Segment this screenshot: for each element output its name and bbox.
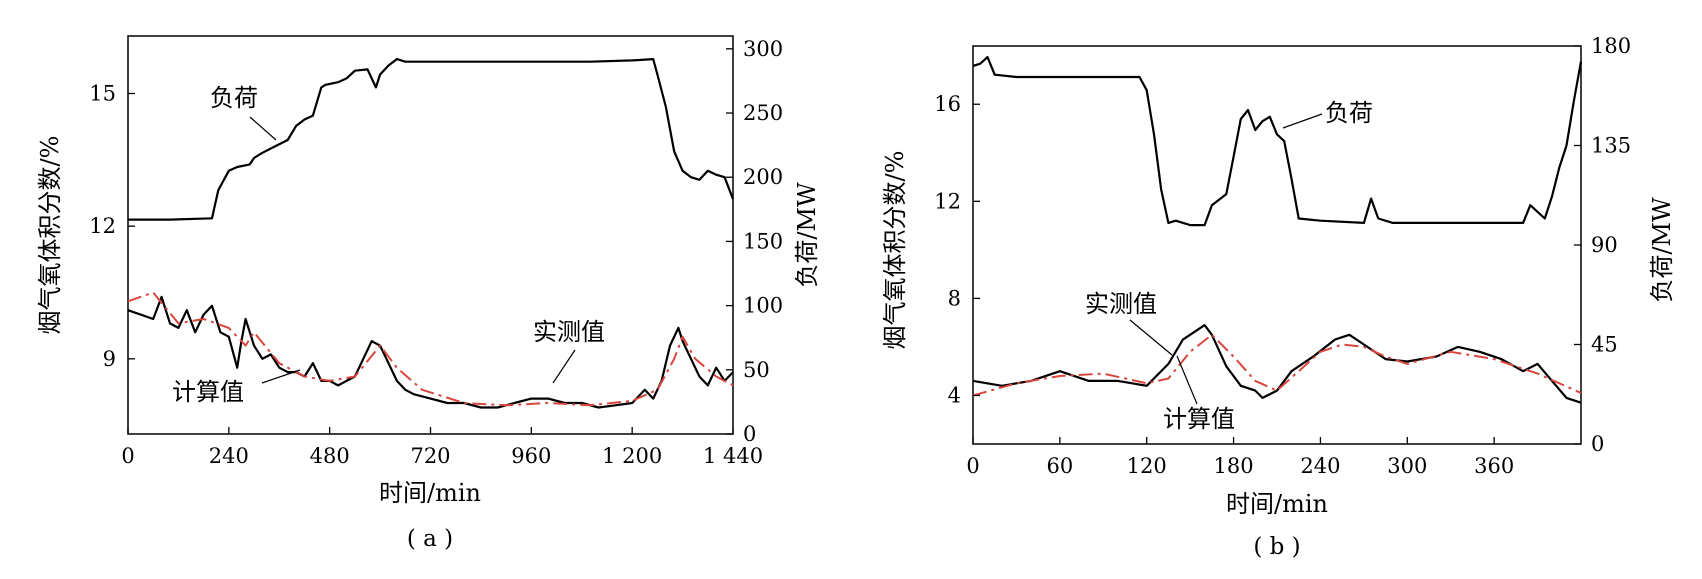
y-tick-label: 12 (934, 189, 961, 213)
x-tick-label: 720 (410, 444, 450, 468)
annotation-measured-leader-a (552, 349, 576, 384)
annotations-a: 负荷 实测值 计算值 (172, 84, 605, 406)
annotation-load-a: 负荷 (210, 84, 258, 112)
x-tick-label: 180 (1214, 454, 1254, 478)
x-axis-label-b: 时间/min (1226, 490, 1328, 518)
series-line-a-2 (127, 295, 734, 409)
x-tick-label: 60 (1046, 454, 1073, 478)
y-tick-label: 8 (948, 286, 961, 310)
series-line-a-1 (128, 58, 735, 221)
x-tick-label: 240 (209, 444, 249, 468)
x-tick-label: 1 440 (703, 444, 763, 468)
y-tick-label: 12 (89, 214, 116, 238)
annotation-calculated-leader-b (1176, 355, 1198, 405)
y2-tick-label: 200 (743, 165, 783, 189)
x-tick-label: 360 (1474, 454, 1514, 478)
y2-tick-label: 45 (1591, 333, 1618, 357)
series-layer-b (972, 56, 1583, 404)
y-tick-label: 4 (948, 383, 961, 407)
annotation-calculated-leader-a (261, 369, 301, 384)
series-line-a-3 (127, 291, 734, 407)
series-line-b-3 (972, 333, 1582, 397)
x-tick-label: 480 (310, 444, 350, 468)
y2-tick-label: 90 (1591, 233, 1618, 257)
annotation-load-b: 负荷 (1325, 99, 1373, 127)
x-tick-label: 300 (1387, 454, 1427, 478)
y2-tick-label: 0 (1591, 432, 1604, 456)
x-tick-label: 1 200 (602, 444, 662, 468)
y2-axis-label-b: 负荷/MW (1648, 197, 1676, 303)
x-tick-label: 0 (966, 454, 979, 478)
y-tick-label: 9 (103, 347, 116, 371)
y2-tick-label: 180 (1591, 34, 1631, 58)
tick-layer-a: 0 240 480 720 960 1 200 1 44091215050100150200… (89, 37, 783, 468)
y2-axis-label-a: 负荷/MW (793, 182, 821, 288)
y-axis-label-a: 烟气氧体积分数/% (36, 136, 64, 335)
annotation-measured-a: 实测值 (533, 318, 605, 346)
annotation-calculated-b: 计算值 (1163, 405, 1235, 433)
series-line-b-2 (972, 324, 1582, 404)
y2-tick-label: 300 (743, 37, 783, 61)
caption-b: ( b ) (1253, 534, 1300, 560)
annotation-measured-leader-b (1129, 319, 1173, 356)
y2-tick-label: 50 (743, 358, 770, 382)
series-line-b-1 (972, 56, 1583, 227)
x-tick-label: 120 (1127, 454, 1167, 478)
x-tick-label: 960 (511, 444, 551, 468)
chart-panel-b: 0 60 120 180 240 300 360 4 8 12 16 0 45 90 135 180 负荷 实… (881, 34, 1676, 560)
y-tick-label: 15 (89, 81, 116, 105)
x-tick-label: 240 (1300, 454, 1340, 478)
y2-tick-label: 135 (1591, 134, 1631, 158)
x-tick-label: 0 (121, 444, 134, 468)
x-axis-label-a: 时间/min (379, 479, 481, 507)
y2-tick-label: 100 (743, 294, 783, 318)
series-layer-a (127, 58, 735, 409)
plot-frame-b (972, 45, 1582, 445)
chart-panel-a: 0 240 480 720 960 1 200 1 44091215050100150200… (36, 35, 821, 552)
y2-tick-label: 0 (743, 422, 756, 446)
annotation-calculated-a: 计算值 (172, 378, 244, 406)
annotations-b: 负荷 实测值 计算值 (1085, 99, 1373, 433)
y2-tick-label: 250 (743, 101, 783, 125)
y-axis-label-b: 烟气氧体积分数/% (881, 151, 909, 350)
tick-layer-b: 0 60 120 180 240 300 360 4 8 12 16 0 45 90 135 180 (934, 34, 1631, 478)
caption-a: ( a ) (407, 526, 453, 552)
annotation-load-leader-a (249, 116, 277, 141)
y2-tick-label: 150 (743, 229, 783, 253)
y-tick-label: 16 (934, 92, 961, 116)
annotation-load-leader-b (1282, 113, 1323, 129)
annotation-measured-b: 实测值 (1085, 290, 1157, 318)
